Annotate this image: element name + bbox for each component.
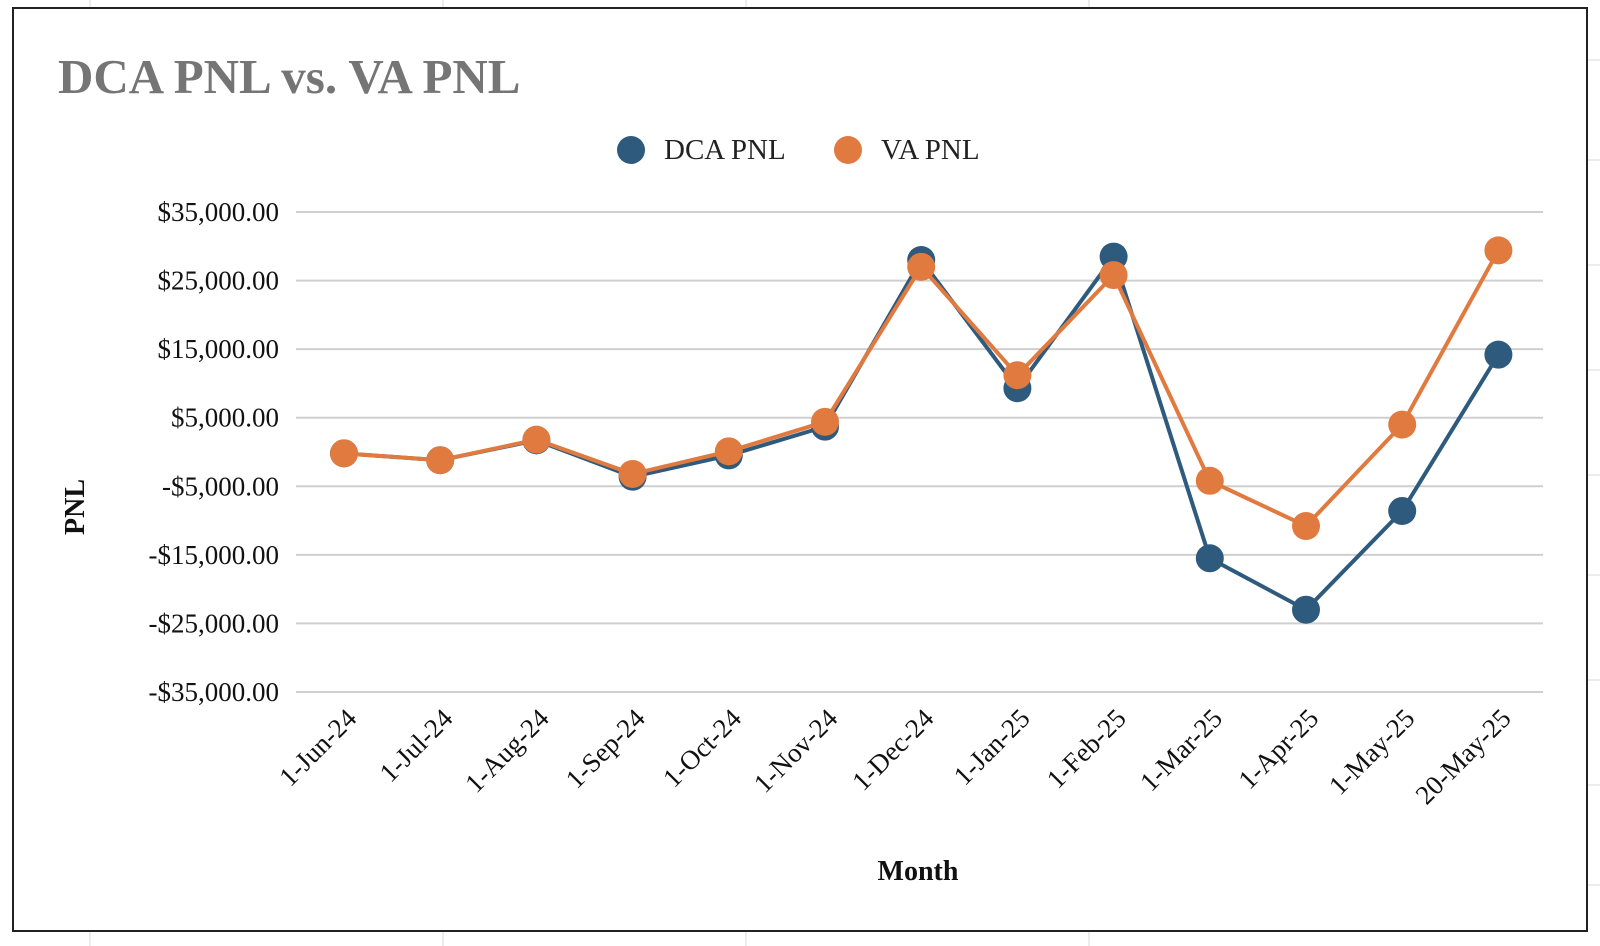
data-point[interactable] [1099,261,1128,290]
x-tick-label: 1-Apr-25 [1232,703,1324,795]
x-tick-label: 20-May-25 [1410,703,1517,810]
data-point[interactable] [907,252,936,281]
legend-label-dca: DCA PNL [664,134,786,166]
x-tick-label: 1-Jun-24 [273,703,362,792]
data-point[interactable] [1388,496,1417,525]
series-dca-pnl [330,242,1513,624]
data-point[interactable] [330,439,358,468]
data-point[interactable] [618,459,647,488]
y-axis-ticks: $35,000.00 $25,000.00 $15,000.00 $5,000.00 -… [149,197,280,707]
x-tick-label: 1-Sep-24 [560,703,652,795]
series-line [343,254,1501,612]
legend-label-va: VA PNL [881,134,980,166]
y-tick-label: -$25,000.00 [149,608,280,638]
y-tick-label: $15,000.00 [158,334,280,364]
y-tick-label: $25,000.00 [158,266,280,296]
x-tick-label: 1-Nov-24 [748,703,844,799]
y-tick-label: $5,000.00 [171,403,279,433]
series-line [343,249,1501,529]
x-tick-label: 1-May-25 [1323,703,1421,801]
data-point[interactable] [1484,340,1513,369]
x-axis-title: Month [878,856,959,887]
chart-title: DCA PNL vs. VA PNL [58,49,520,104]
x-tick-label: 1-Mar-25 [1134,703,1228,797]
data-point[interactable] [1484,236,1513,265]
data-point[interactable] [714,437,743,466]
data-point[interactable] [811,407,839,436]
y-tick-label: $35,000.00 [158,197,280,227]
x-axis-ticks: 1-Jun-24 1-Jul-24 1-Aug-24 1-Sep-24 1-Oct-24… [273,703,1516,810]
x-tick-label: 1-Aug-24 [459,703,555,799]
y-tick-label: -$35,000.00 [149,677,280,707]
y-axis-title: PNL [60,479,91,535]
y-tick-label: -$15,000.00 [149,540,280,570]
data-point[interactable] [1388,410,1417,439]
x-tick-label: 1-Dec-24 [846,703,940,797]
legend-marker-va [834,136,862,164]
data-point[interactable] [522,425,551,454]
x-tick-label: 1-Feb-25 [1041,703,1132,794]
chart-container[interactable] [12,7,1588,932]
data-point[interactable] [1003,361,1032,390]
x-tick-label: 1-Jul-24 [374,703,459,788]
data-point[interactable] [1195,544,1224,573]
series-va-pnl [330,236,1513,541]
data-point[interactable] [1292,512,1320,541]
y-tick-label: -$5,000.00 [162,471,279,501]
data-point[interactable] [1195,466,1224,495]
data-point[interactable] [1292,595,1320,624]
series [330,236,1513,624]
data-point[interactable] [426,446,455,475]
legend: DCA PNL VA PNL [617,134,980,166]
x-tick-label: 1-Oct-24 [657,703,747,793]
legend-marker-dca [617,136,645,164]
x-tick-label: 1-Jan-25 [948,703,1036,791]
